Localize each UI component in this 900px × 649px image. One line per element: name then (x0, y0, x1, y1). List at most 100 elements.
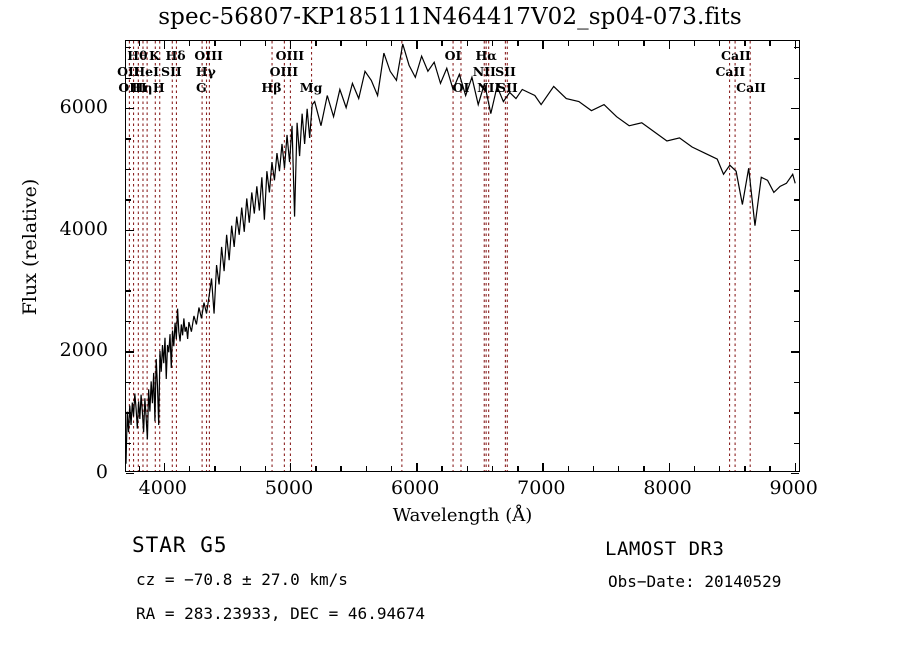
tick-mark (315, 41, 317, 46)
line-label-H-8: Hδ (165, 48, 186, 63)
tick-mark (643, 41, 645, 46)
observation-date: Obs−Date: 20140529 (608, 572, 782, 591)
line-label-OIII-13: OIII (269, 64, 299, 79)
line-label-HeI-4: HeI (133, 64, 159, 79)
tick-mark (517, 466, 519, 471)
tick-mark (718, 466, 721, 471)
tick-mark (126, 442, 131, 444)
tick-mark (126, 229, 134, 231)
tick-mark (791, 107, 799, 110)
tick-mark (794, 463, 797, 471)
line-label-SII-23: SII (497, 80, 518, 95)
tick-mark (491, 466, 494, 471)
tick-mark (126, 351, 134, 353)
tick-mark (126, 473, 134, 475)
tick-mark (466, 466, 469, 471)
tick-mark (214, 41, 216, 46)
tick-mark (542, 41, 544, 49)
line-label-CaII-25: CaII (721, 48, 751, 63)
tick-mark (365, 41, 368, 46)
tick-mark (592, 466, 595, 471)
line-label-H-6: H (152, 80, 165, 95)
line-label-OI-18: OI (452, 80, 470, 95)
tick-mark (567, 41, 569, 46)
tick-mark (239, 466, 241, 471)
line-label-H-2: Hθ (127, 48, 148, 63)
tick-mark (567, 466, 569, 471)
tick-mark (163, 463, 166, 471)
line-label-H-10: Hγ (195, 64, 216, 79)
object-class: STAR G5 (132, 533, 228, 557)
line-label-OI-17: OI (444, 48, 462, 63)
tick-mark (794, 381, 799, 384)
x-tick-7000: 7000 (517, 477, 566, 499)
line-label-NII-21: NII (477, 80, 501, 95)
line-label-OIII-11: OIII (194, 48, 223, 63)
line-label-CaII-26: CaII (736, 80, 766, 95)
x-tick-4000: 4000 (138, 477, 188, 499)
tick-mark (466, 41, 469, 46)
tick-mark (416, 41, 418, 49)
tick-mark (618, 466, 620, 471)
tick-mark (315, 466, 317, 471)
tick-mark (618, 41, 620, 46)
tick-mark (126, 47, 131, 49)
tick-mark (769, 41, 771, 46)
tick-mark (138, 466, 140, 471)
tick-mark (693, 466, 696, 471)
tick-mark (264, 466, 267, 471)
tick-mark (416, 463, 418, 471)
x-tick-9000: 9000 (769, 477, 818, 499)
line-label-H-12: Hβ (261, 80, 282, 95)
tick-mark (126, 77, 131, 79)
tick-mark (794, 320, 799, 323)
tick-mark (214, 466, 216, 471)
tick-mark (693, 41, 696, 46)
tick-mark (794, 77, 799, 79)
tick-mark (126, 381, 131, 384)
tick-mark (340, 41, 342, 46)
line-label-OIII-1: OIII (118, 80, 147, 95)
tick-mark (189, 466, 191, 471)
line-label-H-19: Hα (475, 48, 497, 63)
tick-mark (643, 466, 645, 471)
tick-mark (390, 41, 393, 46)
line-marker-layer (126, 41, 799, 471)
x-tick-6000: 6000 (390, 477, 440, 499)
tick-mark (126, 260, 131, 262)
tick-mark (126, 138, 131, 140)
tick-mark (791, 229, 799, 231)
tick-mark (126, 168, 131, 171)
tick-mark (668, 463, 670, 471)
tick-mark (592, 41, 595, 46)
tick-mark (441, 41, 443, 46)
spectrum-plot (125, 40, 800, 475)
tick-mark (794, 41, 797, 49)
line-label-K-5: K (148, 48, 160, 63)
tick-mark (794, 199, 799, 201)
spectrum-trace (126, 41, 799, 471)
line-label-G-9: G (195, 80, 207, 95)
tick-mark (163, 41, 166, 49)
line-label-SII-7: SII (161, 64, 182, 79)
tick-mark (290, 41, 292, 49)
y-axis-title: Flux (relative) (19, 178, 41, 316)
tick-mark (340, 466, 342, 471)
y-tick-6000: 6000 (59, 95, 108, 118)
y-tick-2000: 2000 (59, 339, 108, 362)
tick-mark (491, 41, 494, 46)
y-tick-labels: 0 2000 4000 6000 (0, 40, 117, 483)
tick-mark (542, 463, 544, 471)
tick-mark (794, 168, 799, 171)
tick-mark (794, 138, 799, 140)
x-axis-title: Wavelength (Å) (392, 505, 533, 526)
tick-mark (126, 199, 131, 201)
tick-mark (794, 260, 799, 262)
plot-canvas (126, 41, 799, 471)
tick-mark (791, 473, 799, 475)
line-label-SII-22: SII (495, 64, 516, 79)
page-title: spec-56807-KP185111N464417V02_sp04-073.f… (158, 4, 742, 30)
y-tick-0: 0 (95, 461, 108, 483)
tick-mark (794, 290, 799, 292)
tick-mark (365, 466, 368, 471)
